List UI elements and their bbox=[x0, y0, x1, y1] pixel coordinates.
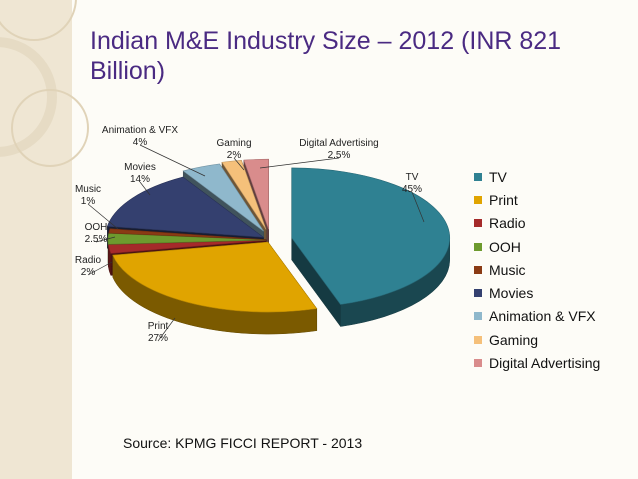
data-label-value: 2% bbox=[227, 150, 242, 161]
legend-label: Radio bbox=[489, 215, 526, 232]
leader-line bbox=[139, 144, 206, 177]
legend-label: Print bbox=[489, 191, 518, 208]
legend-label: Digital Advertising bbox=[489, 355, 601, 372]
data-label-value: 4% bbox=[133, 137, 148, 148]
legend-label: TV bbox=[489, 168, 507, 185]
page-title: Indian M&E Industry Size – 2012 (INR 821… bbox=[90, 27, 562, 85]
decorative-ring bbox=[0, 37, 57, 157]
data-label-name: Gaming bbox=[216, 138, 251, 149]
legend-item: Digital Advertising bbox=[474, 351, 600, 374]
legend-swatch bbox=[474, 359, 482, 368]
legend-swatch bbox=[474, 265, 482, 274]
leader-line bbox=[95, 236, 116, 243]
legend-swatch bbox=[474, 289, 482, 298]
data-label-name: OOH bbox=[85, 222, 108, 233]
legend-item: OOH bbox=[474, 235, 600, 258]
pie-slice-music bbox=[108, 228, 267, 240]
data-label-name: Digital Advertising bbox=[299, 138, 378, 149]
data-label-name: Animation & VFX bbox=[102, 125, 178, 136]
data-label-name: TV bbox=[406, 172, 419, 183]
data-label-name: Print bbox=[148, 321, 169, 332]
data-label-value: 1% bbox=[81, 196, 96, 207]
legend-item: Print bbox=[474, 188, 600, 211]
leader-line bbox=[157, 317, 176, 342]
data-label-name: Radio bbox=[75, 255, 102, 266]
legend: TV Print Radio OOH Music Movies Animation & VF… bbox=[474, 165, 600, 375]
legend-item: Movies bbox=[474, 281, 600, 304]
legend-swatch bbox=[474, 195, 482, 204]
legend-label: Movies bbox=[489, 285, 534, 302]
legend-label: Animation & VFX bbox=[489, 308, 596, 325]
legend-item: Radio bbox=[474, 212, 600, 235]
decorative-rings bbox=[0, 0, 89, 167]
legend-item: Animation & VFX bbox=[474, 305, 600, 328]
data-label-value: 14% bbox=[130, 174, 150, 185]
legend-item: Music bbox=[474, 258, 600, 281]
legend-item: TV bbox=[474, 165, 600, 188]
data-label-value: 2% bbox=[81, 267, 96, 278]
legend-swatch bbox=[474, 312, 482, 321]
source-note: Source: KPMG FICCI REPORT - 2013 bbox=[123, 435, 363, 451]
pie-slice-animation-vfx bbox=[182, 163, 264, 232]
leader-line bbox=[233, 157, 245, 171]
leader-line bbox=[259, 157, 340, 169]
pie-slice-digital-advertising bbox=[243, 158, 269, 230]
legend-label: OOH bbox=[489, 238, 521, 255]
data-label-value: 45% bbox=[402, 184, 422, 195]
leader-line bbox=[87, 261, 113, 276]
decorative-ring bbox=[0, 0, 77, 41]
legend-label: Music bbox=[489, 261, 526, 278]
pie-slice-tv bbox=[291, 167, 451, 305]
decorative-ring bbox=[11, 89, 89, 167]
leader-line bbox=[139, 181, 151, 196]
legend-swatch bbox=[474, 335, 482, 344]
legend-item: Gaming bbox=[474, 328, 600, 351]
legend-label: Gaming bbox=[489, 331, 539, 348]
data-label-name: Movies bbox=[124, 162, 156, 173]
leader-line bbox=[411, 191, 425, 223]
background-strip bbox=[0, 0, 72, 479]
pie-slice-print bbox=[112, 241, 318, 313]
pie-slice-radio bbox=[107, 240, 267, 254]
legend-swatch bbox=[474, 219, 482, 228]
legend-swatch bbox=[474, 242, 482, 251]
legend-swatch bbox=[474, 172, 482, 181]
pie-slice-gaming bbox=[221, 160, 267, 230]
data-label-value: 2.5% bbox=[328, 150, 351, 161]
data-label-name: Music bbox=[75, 184, 101, 195]
data-label-value: 2.5% bbox=[85, 234, 108, 245]
leader-line bbox=[87, 203, 119, 230]
data-label-value: 27% bbox=[148, 333, 168, 344]
